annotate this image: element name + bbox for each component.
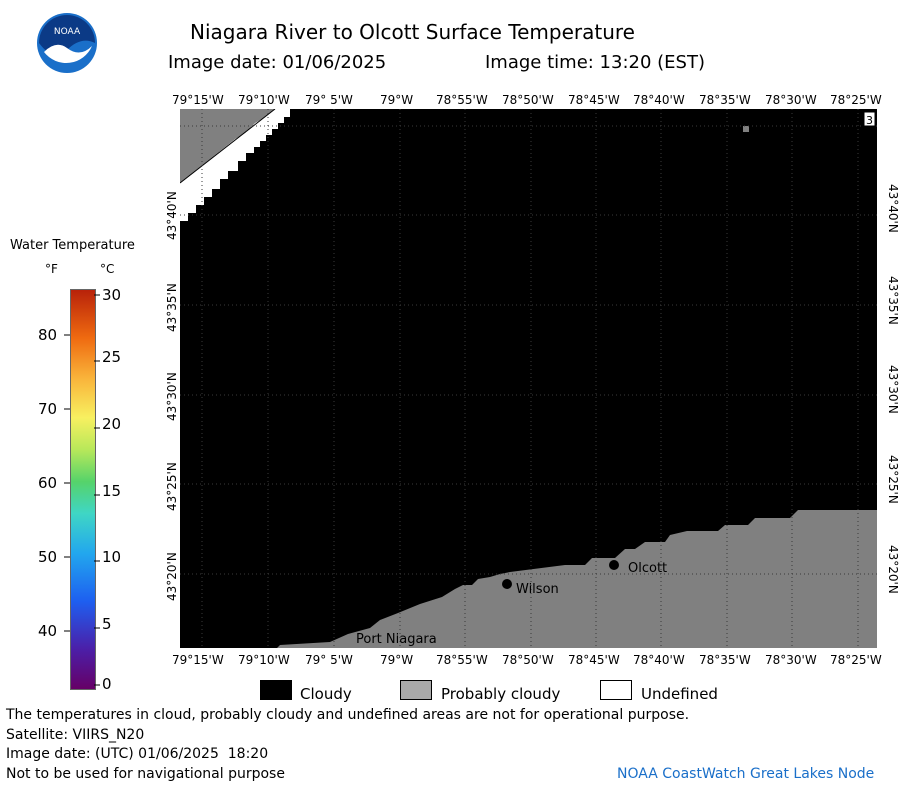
lon-label: 79°15'W: [172, 653, 224, 667]
c-tick: 15: [102, 482, 122, 500]
place-label-olcott: Olcott: [628, 561, 667, 576]
map-panel: Olcott Wilson Port Niagara 3: [179, 108, 877, 648]
lon-label: 78°35'W: [699, 653, 751, 667]
logo-text: NOAA: [54, 27, 81, 37]
f-tick: 60: [38, 474, 58, 492]
colorbar-ticks: [60, 289, 108, 689]
graticule: [180, 109, 877, 648]
navigation-warning: Not to be used for navigational purpose: [6, 766, 285, 782]
utc-date-text: Image date: (UTC) 01/06/2025 18:20: [6, 746, 269, 762]
lat-label: 43°25'N: [886, 455, 900, 504]
legend-swatch-probably-cloudy: [400, 680, 432, 700]
c-tick: 30: [102, 286, 122, 304]
lat-label: 43°30'N: [165, 372, 179, 421]
disclaimer-text: The temperatures in cloud, probably clou…: [6, 707, 690, 723]
lon-label: 79° 5'W: [305, 653, 353, 667]
page-title: Niagara River to Olcott Surface Temperat…: [190, 20, 635, 44]
lat-label: 43°40'N: [165, 191, 179, 240]
lon-label: 79°10'W: [238, 93, 290, 107]
f-tick: 50: [38, 548, 58, 566]
lon-label: 78°25'W: [830, 653, 882, 667]
undefined-band: [180, 109, 290, 221]
unit-f: °F: [45, 262, 58, 276]
lat-label: 43°20'N: [886, 545, 900, 594]
legend-swatch-cloudy: [260, 680, 292, 700]
noaa-logo: NOAA: [36, 12, 98, 74]
lon-label: 79°W: [380, 93, 414, 107]
lat-label: 43°35'N: [165, 283, 179, 332]
satellite-text: Satellite: VIIRS_N20: [6, 727, 145, 743]
lat-label: 43°25'N: [165, 462, 179, 511]
lon-label: 78°45'W: [568, 653, 620, 667]
f-tick: 40: [38, 622, 58, 640]
lon-label: 78°30'W: [765, 93, 817, 107]
legend-label-probably-cloudy: Probably cloudy: [441, 685, 561, 703]
small-cloud-patch: [743, 126, 749, 132]
lon-label: 78°30'W: [765, 653, 817, 667]
map-svg: Olcott Wilson Port Niagara 3: [179, 108, 877, 648]
lat-label: 43°20'N: [165, 552, 179, 601]
lon-label: 78°45'W: [568, 93, 620, 107]
lon-label: 78°35'W: [699, 93, 751, 107]
c-tick: 20: [102, 415, 122, 433]
c-tick: 5: [102, 615, 112, 633]
lat-label: 43°35'N: [886, 276, 900, 325]
image-time: Image time: 13:20 (EST): [485, 52, 705, 73]
northwest-land: [180, 109, 275, 183]
lat-label: 43°40'N: [886, 184, 900, 233]
colorbar-title: Water Temperature: [10, 238, 135, 253]
lon-label: 78°40'W: [633, 653, 685, 667]
legend-label-cloudy: Cloudy: [300, 685, 352, 703]
lon-label: 78°25'W: [830, 93, 882, 107]
lon-label: 78°50'W: [502, 93, 554, 107]
place-label-port-niagara: Port Niagara: [356, 632, 437, 647]
lon-label: 79° 5'W: [305, 93, 353, 107]
lon-label: 79°15'W: [172, 93, 224, 107]
lon-label: 78°40'W: [633, 93, 685, 107]
lon-label: 79°10'W: [238, 653, 290, 667]
lat-label: 43°30'N: [886, 365, 900, 414]
legend-swatch-undefined: [600, 680, 632, 700]
colorbar: [70, 289, 96, 690]
c-tick: 10: [102, 548, 122, 566]
f-tick: 80: [38, 326, 58, 344]
lon-label: 79°W: [380, 653, 414, 667]
place-label-wilson: Wilson: [516, 582, 559, 597]
credit-link[interactable]: NOAA CoastWatch Great Lakes Node: [617, 766, 875, 782]
unit-c: °C: [100, 262, 115, 276]
nw-shoreline: [179, 108, 276, 184]
olcott-marker: [609, 560, 619, 570]
f-tick: 70: [38, 400, 58, 418]
corner-label: 3: [866, 114, 873, 127]
c-tick: 25: [102, 348, 122, 366]
wilson-marker: [502, 579, 512, 589]
lon-label: 78°50'W: [502, 653, 554, 667]
image-date: Image date: 01/06/2025: [168, 52, 387, 73]
corner-box: [863, 111, 876, 127]
lon-label: 78°55'W: [436, 93, 488, 107]
legend-label-undefined: Undefined: [641, 685, 718, 703]
c-tick: 0: [102, 675, 112, 693]
lon-label: 78°55'W: [436, 653, 488, 667]
